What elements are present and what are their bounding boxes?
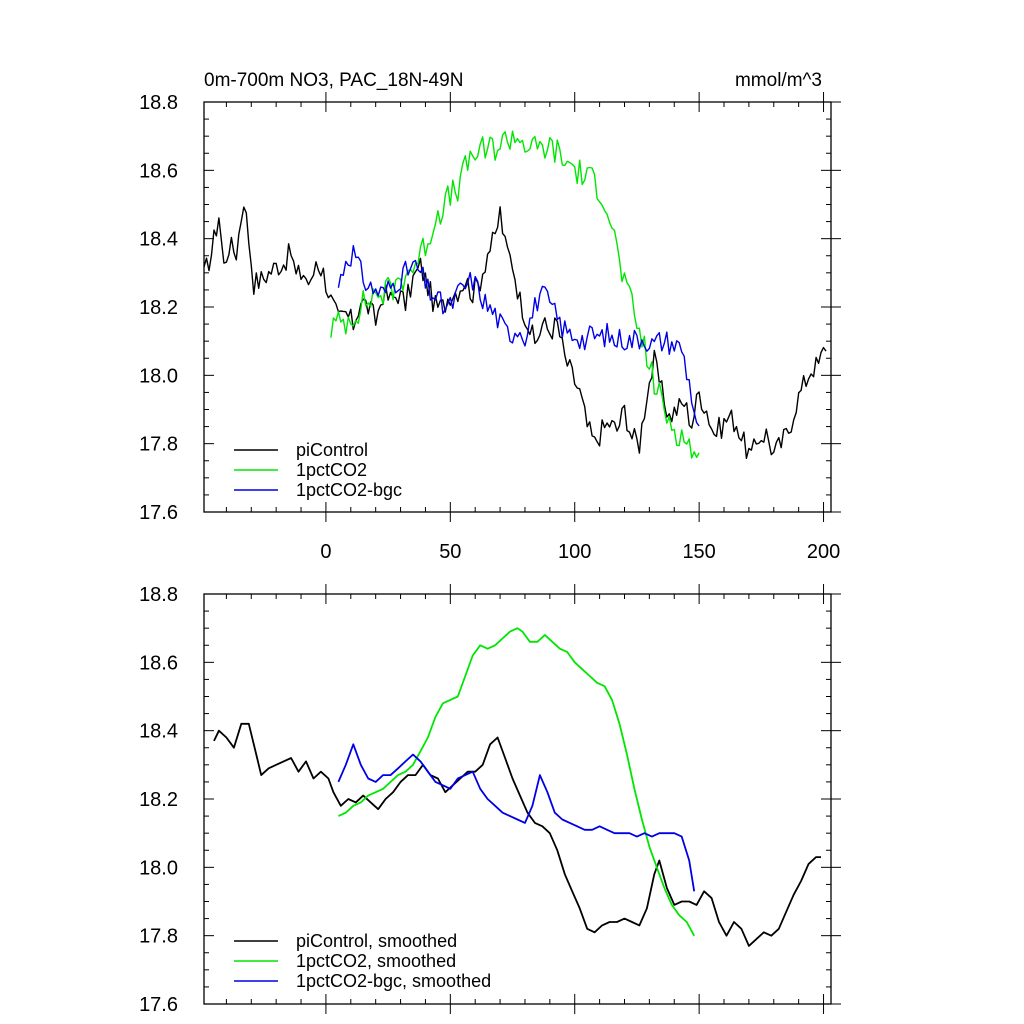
- bottom-plot-area: 17.6 17.8 18.0 18.2 18.4 18.6 18.8 piControl, s…: [139, 584, 841, 1016]
- y-tick-label: 18.8: [139, 584, 178, 606]
- series-line-picontrol-smoothed: [213, 722, 821, 947]
- y-tick-label: 17.8: [139, 926, 178, 948]
- legend-label: 1pctCO2, smoothed: [296, 951, 456, 971]
- x-tick-label: 100: [558, 541, 591, 563]
- y-tick-label: 17.8: [139, 434, 178, 456]
- legend-label: piControl: [296, 440, 368, 460]
- y-tick-label: 18.0: [139, 857, 178, 879]
- x-tick-label: 200: [807, 541, 840, 563]
- y-tick-label: 18.2: [139, 789, 178, 811]
- chart-title: 0m-700m NO3, PAC_18N-49N: [204, 70, 463, 91]
- top-plot-area: 0 50 100 150 200 17.6 17.8 18.0 18.2 18.4 18.6 18.8…: [139, 92, 841, 563]
- bottom-panel: 17.6 17.8 18.0 18.2 18.4 18.6 18.8 piControl, s…: [139, 584, 841, 1016]
- legend-label: 1pctCO2-bgc, smoothed: [296, 971, 491, 991]
- y-tick-label: 18.0: [139, 365, 178, 387]
- y-tick-label: 18.2: [139, 297, 178, 319]
- series-line-1pctco2-bgc: [337, 245, 700, 427]
- legend-label: 1pctCO2-bgc: [296, 480, 402, 500]
- x-tick-label: 150: [682, 541, 715, 563]
- y-tick-label: 17.6: [139, 502, 178, 524]
- series-line-1pctco2-smoothed: [338, 627, 695, 937]
- legend-label: piControl, smoothed: [296, 931, 457, 951]
- y-tick-label: 18.4: [139, 721, 178, 743]
- y-tick-label: 17.6: [139, 994, 178, 1016]
- y-tick-label: 18.6: [139, 652, 178, 674]
- y-tick-label: 18.6: [139, 160, 178, 182]
- y-tick-label: 18.4: [139, 229, 178, 251]
- x-tick-label: 50: [439, 541, 461, 563]
- legend-label: 1pctCO2: [296, 460, 367, 480]
- series-line-1pctco2: [330, 130, 700, 459]
- series-line-picontrol: [203, 206, 827, 459]
- x-tick-label: 0: [320, 541, 331, 563]
- units-label: mmol/m^3: [735, 70, 822, 91]
- y-tick-label: 18.8: [139, 92, 178, 114]
- series-line-1pctco2-bgc-smoothed: [337, 743, 696, 892]
- top-panel: 0m-700m NO3, PAC_18N-49N mmol/m^3 0 50 100…: [139, 70, 841, 563]
